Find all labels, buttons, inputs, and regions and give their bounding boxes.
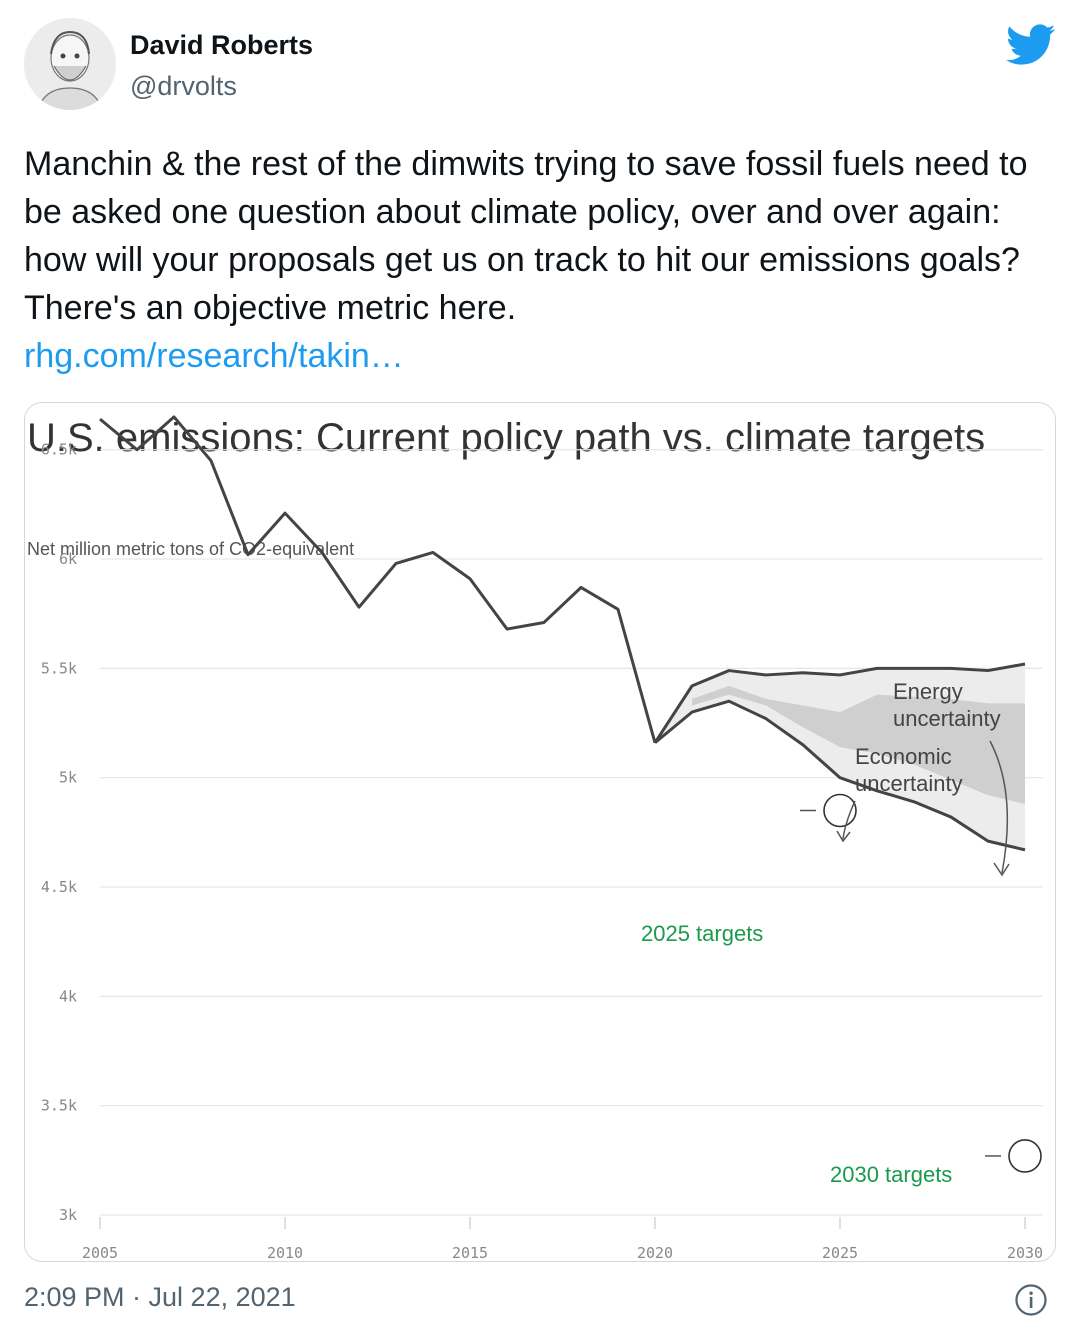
- economic-arrow-head: [836, 830, 851, 843]
- economic-uncertainty-label-line1: Economic: [855, 744, 952, 769]
- target-2025-label: 2025 targets: [641, 921, 763, 946]
- chart-card[interactable]: U.S. emissions: Current policy path vs. …: [24, 402, 1056, 1262]
- energy-arrow: [989, 740, 1009, 874]
- y-tick-label: 3.5k: [41, 1097, 77, 1115]
- energy-uncertainty-label-line1: Energy: [893, 679, 963, 704]
- target-2030-label: 2030 targets: [830, 1162, 952, 1187]
- historical-emissions-line: [99, 415, 657, 744]
- energy-arrow-head: [993, 862, 1010, 877]
- x-tick-label: 2030: [1007, 1244, 1043, 1261]
- info-icon[interactable]: [1014, 1283, 1048, 1317]
- chart-subtitle: Net million metric tons of CO2-equivalen…: [27, 539, 355, 559]
- emissions-chart: 3k 3.5k 4k 4.5k 5k 5.5k 6k 6.5k 2005 2010 2015 2020…: [41, 415, 1043, 1261]
- target-marker: [1008, 1139, 1042, 1173]
- energy-uncertainty-label-line2: uncertainty: [893, 706, 1001, 731]
- economic-arrow: [842, 800, 856, 840]
- tweet-text: Manchin & the rest of the dimwits trying…: [24, 145, 1028, 327]
- chart-title: U.S. emissions: Current policy path vs. …: [27, 416, 986, 460]
- projection-upper-line: [653, 662, 1026, 744]
- economic-uncertainty-label-line2: uncertainty: [855, 771, 963, 796]
- x-tick-label: 2020: [637, 1244, 673, 1261]
- avatar-sketch-icon: [24, 18, 116, 110]
- x-tick-label: 2010: [267, 1244, 303, 1261]
- author-name[interactable]: David Roberts: [130, 30, 314, 60]
- y-tick-label: 6.5k: [41, 441, 77, 459]
- y-tick-label: 3k: [59, 1206, 77, 1224]
- x-tick-label: 2005: [82, 1244, 118, 1261]
- y-tick-label: 4k: [59, 987, 77, 1005]
- twitter-bird-icon[interactable]: [1006, 24, 1056, 66]
- y-tick-label: 6k: [59, 550, 77, 568]
- author-handle[interactable]: @drvolts: [130, 71, 237, 101]
- projection-lower-line: [654, 699, 1026, 852]
- economic-uncertainty-band: [692, 685, 1025, 804]
- tweet-link[interactable]: rhg.com/research/takin…: [24, 337, 404, 375]
- y-tick-label: 5.5k: [41, 659, 77, 677]
- x-tick-label: 2015: [452, 1244, 488, 1261]
- tweet-timestamp[interactable]: 2:09 PM · Jul 22, 2021: [24, 1282, 296, 1312]
- y-tick-label: 4.5k: [41, 878, 77, 896]
- y-tick-label: 5k: [59, 769, 77, 787]
- x-tick-label: 2025: [822, 1244, 858, 1261]
- avatar[interactable]: [24, 18, 116, 110]
